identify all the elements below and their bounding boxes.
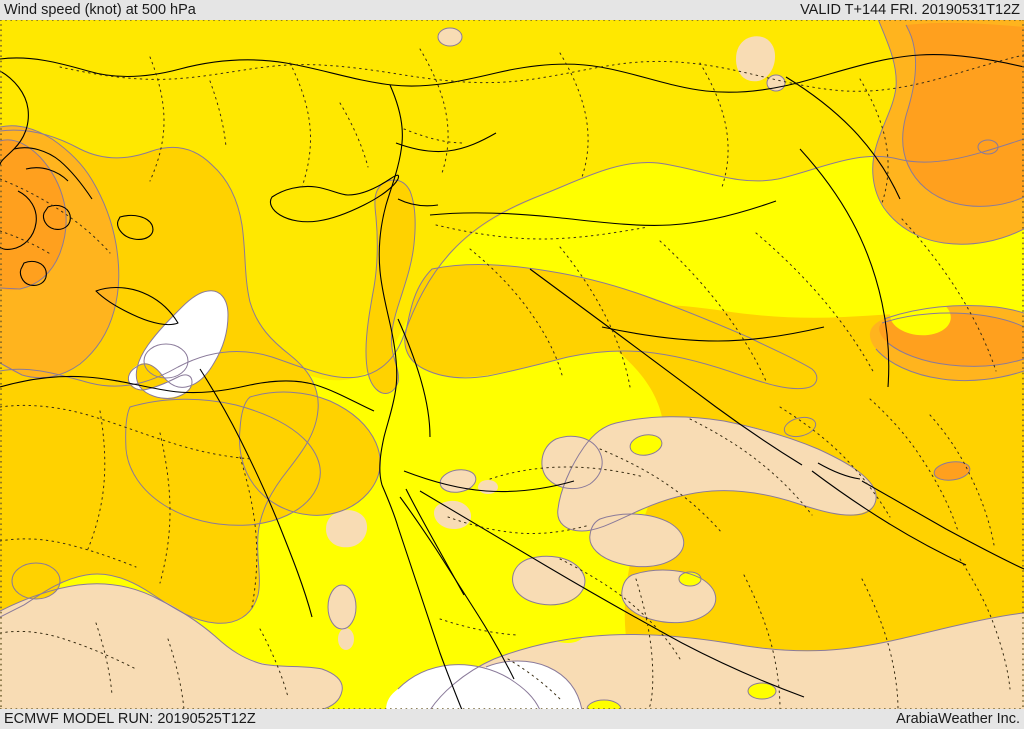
border-jordan-saudi [403,470,575,493]
contour-blob-orange-2 [978,140,998,154]
weather-contour-map[interactable] [0,19,1024,710]
contour-fill-layer [0,19,1024,710]
footer-bar: ECMWF MODEL RUN: 20190525T12Z ArabiaWeat… [0,709,1024,729]
contour-band-lowest-gulf [474,661,582,710]
border-lebanon [397,198,439,207]
contour-island-yellow-1 [630,434,662,456]
coastline-north-africa [0,375,375,412]
contour-blob-orange-1 [930,128,968,161]
border-iran-iraq [799,148,890,388]
header-bar: Wind speed (knot) at 500 hPa VALID T+144… [0,0,1024,20]
contour-blob-low-8 [736,36,776,82]
contour-island-yellow-4 [587,700,621,710]
coastline-island-3 [19,260,47,286]
provider-label: ArabiaWeather Inc. [896,711,1020,727]
coastline-aqaba [405,488,465,596]
coastline-black-sea [0,54,1024,93]
coastline-layer [0,54,1024,710]
border-iraq-saudi [601,326,825,342]
coastline-suez [381,484,463,710]
admin-border-layer [0,48,1024,710]
river-nile [199,368,313,618]
contour-band-low-lobe-3 [512,556,585,605]
contour-band-mid [0,19,1024,390]
border-jordan-israel [397,318,431,438]
contour-blob-orange-3 [934,461,970,481]
contour-band-lowest-nile [128,290,228,398]
border-turkey-syria [429,200,777,226]
border-syria-iraq [529,268,803,466]
contour-band-high-topleft-core [0,139,67,291]
contour-island-yellow-5 [535,612,586,643]
coastline-gulf-west [811,470,967,566]
coastline-cyprus [269,174,400,223]
contour-blob-low-6 [434,500,472,529]
contour-line-layer [0,19,1024,710]
map-viewport[interactable] [0,19,1024,710]
contour-band-low-southwest [0,583,343,710]
coastline-greece-1 [13,147,93,200]
coastline-levant [378,84,403,486]
border-levant-1 [395,132,497,153]
contour-band-highest-ne [902,22,1024,207]
contour-blob-low-3 [338,628,354,650]
contour-blob-gold-1 [784,417,816,437]
model-run-label: ECMWF MODEL RUN: 20190525T12Z [4,711,256,727]
page-title: Wind speed (knot) at 500 hPa [4,2,196,18]
border-saudi-iraq-long [419,490,805,698]
border-turkey-iran [785,76,901,200]
contour-band-mid-high-levant [366,179,416,394]
contour-blob-low-1 [326,510,368,548]
coastline-island-2 [117,214,154,240]
coastline-greece-2 [25,167,69,182]
contour-island-yellow-6 [890,296,951,336]
coastline-island-1 [42,204,71,230]
contour-island-yellow-3 [748,683,776,699]
valid-time-label: VALID T+144 FRI. 20190531T12Z [800,2,1020,18]
contour-blob-low-2 [328,585,356,629]
contour-band-low-lobe-4 [549,449,598,490]
contour-blob-low-4 [440,469,476,493]
coastline-peloponnese [0,190,37,250]
contour-band-low-southeast [430,613,1024,710]
coastline-aegean [0,70,29,166]
border-kuwait [817,462,861,480]
coastline-crete [95,286,179,326]
border-persiangulf [861,480,1024,570]
contour-band-low-lobe-2 [589,514,684,567]
contour-blob-low-7 [438,28,462,46]
